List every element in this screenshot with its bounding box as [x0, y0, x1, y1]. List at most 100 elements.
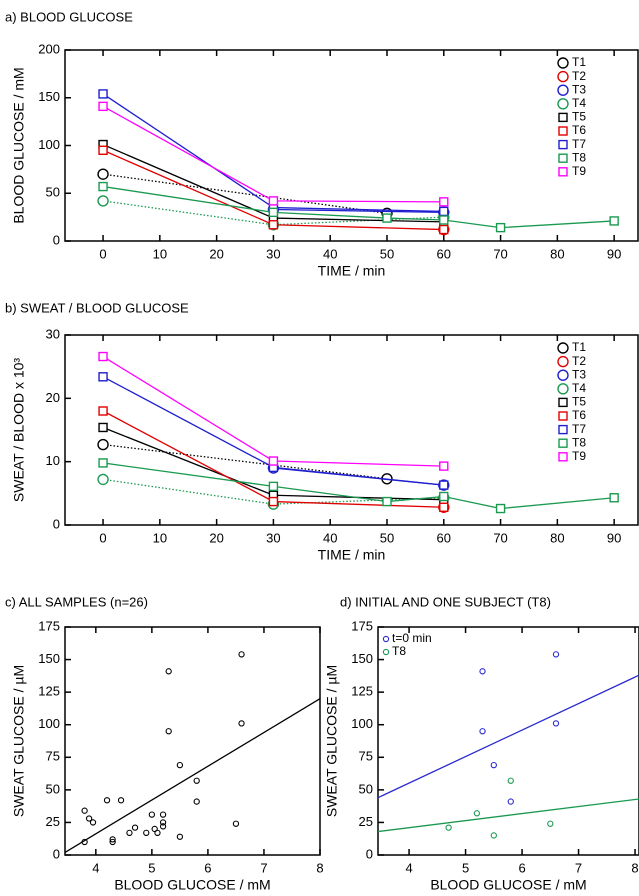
- y-tick-label: 125: [351, 684, 373, 699]
- point: [109, 836, 116, 843]
- x-tick-label: 4: [405, 860, 412, 875]
- marker: [98, 101, 108, 112]
- panel-title: c) ALL SAMPLES (n=26): [5, 594, 148, 609]
- x-tick-label: 40: [323, 530, 337, 545]
- point: [148, 811, 156, 818]
- point: [131, 824, 139, 831]
- legend-label: T5: [572, 395, 586, 409]
- legend-marker: [382, 635, 390, 643]
- point: [159, 823, 167, 830]
- y-tick-label: 75: [46, 749, 60, 764]
- x-tick-label: 40: [323, 246, 337, 261]
- series-line: [102, 173, 388, 214]
- plot-frame: [377, 626, 639, 856]
- legend-label: t=0 min: [392, 631, 432, 645]
- y-tick-label: 25: [359, 814, 373, 829]
- marker: [268, 207, 279, 218]
- series-line: [102, 105, 444, 203]
- y-axis-label: SWEAT GLUCOSE / µM: [11, 665, 27, 817]
- y-tick-label: 30: [46, 326, 60, 341]
- legend-label: T6: [572, 408, 586, 422]
- x-tick-label: 30: [266, 246, 280, 261]
- marker: [439, 224, 449, 235]
- y-tick-label: 125: [38, 684, 60, 699]
- x-tick-label: 70: [493, 530, 507, 545]
- point: [165, 668, 172, 675]
- series-line: [102, 355, 444, 467]
- marker: [98, 181, 108, 192]
- trend-line: [377, 798, 639, 833]
- x-tick-label: 60: [437, 530, 451, 545]
- y-tick-label: 50: [46, 781, 60, 796]
- y-tick-label: 100: [38, 716, 60, 731]
- x-axis-label: BLOOD GLUCOSE / mM: [430, 877, 586, 893]
- marker: [268, 220, 279, 230]
- marker: [97, 195, 109, 207]
- panel-title: b) SWEAT / BLOOD GLUCOSE: [5, 300, 189, 315]
- legend-marker: [558, 452, 568, 462]
- point: [126, 829, 133, 837]
- point: [507, 798, 514, 805]
- point: [445, 824, 452, 831]
- marker: [439, 480, 449, 490]
- point: [507, 777, 514, 784]
- x-tick-label: 5: [148, 860, 155, 875]
- point: [81, 838, 88, 846]
- point: [479, 728, 486, 735]
- legend-label: T1: [572, 55, 586, 69]
- marker: [98, 351, 108, 362]
- point: [479, 668, 486, 675]
- marker: [495, 503, 506, 514]
- legend-marker: [557, 98, 569, 110]
- marker: [268, 456, 279, 466]
- marker: [609, 216, 619, 226]
- legend-marker: [558, 126, 568, 136]
- point: [117, 797, 125, 804]
- legend-marker: [558, 411, 568, 421]
- point: [473, 810, 481, 817]
- legend-marker: [557, 355, 569, 368]
- x-tick-label: 80: [550, 530, 564, 545]
- trend-line: [64, 698, 321, 853]
- legend-marker: [558, 167, 568, 177]
- point: [159, 811, 167, 818]
- legend-label: T4: [572, 96, 586, 110]
- x-tick-label: 5: [462, 860, 469, 875]
- x-tick-label: 7: [575, 860, 582, 875]
- y-tick-label: 100: [38, 137, 60, 152]
- y-tick-label: 0: [366, 846, 373, 861]
- legend-marker: [557, 369, 569, 381]
- legend-marker: [558, 153, 568, 163]
- point: [109, 838, 116, 846]
- x-tick-label: 0: [99, 246, 106, 261]
- legend-label: T8: [572, 435, 586, 449]
- point: [490, 832, 497, 839]
- point: [547, 820, 554, 827]
- x-tick-label: 50: [380, 530, 394, 545]
- legend-marker: [558, 424, 568, 435]
- marker: [439, 491, 449, 502]
- point: [89, 819, 97, 826]
- legend-label: T2: [572, 354, 586, 368]
- marker: [98, 89, 108, 99]
- point: [490, 761, 497, 769]
- panel-title: a) BLOOD GLUCOSE: [5, 9, 133, 24]
- x-tick-label: 7: [260, 860, 267, 875]
- legend-marker: [558, 112, 568, 123]
- x-tick-label: 30: [266, 530, 280, 545]
- marker: [97, 438, 109, 451]
- marker: [382, 213, 392, 223]
- point: [232, 820, 240, 827]
- y-tick-label: 50: [46, 185, 60, 200]
- legend-marker: [558, 139, 568, 150]
- y-tick-label: 150: [351, 651, 373, 666]
- point: [193, 777, 200, 784]
- trend-line: [377, 674, 639, 799]
- marker: [98, 372, 108, 382]
- marker: [439, 502, 449, 512]
- plot-frame: [64, 334, 639, 526]
- point: [238, 720, 245, 727]
- point: [238, 651, 245, 658]
- plot-frame: [64, 49, 639, 242]
- point: [176, 761, 184, 769]
